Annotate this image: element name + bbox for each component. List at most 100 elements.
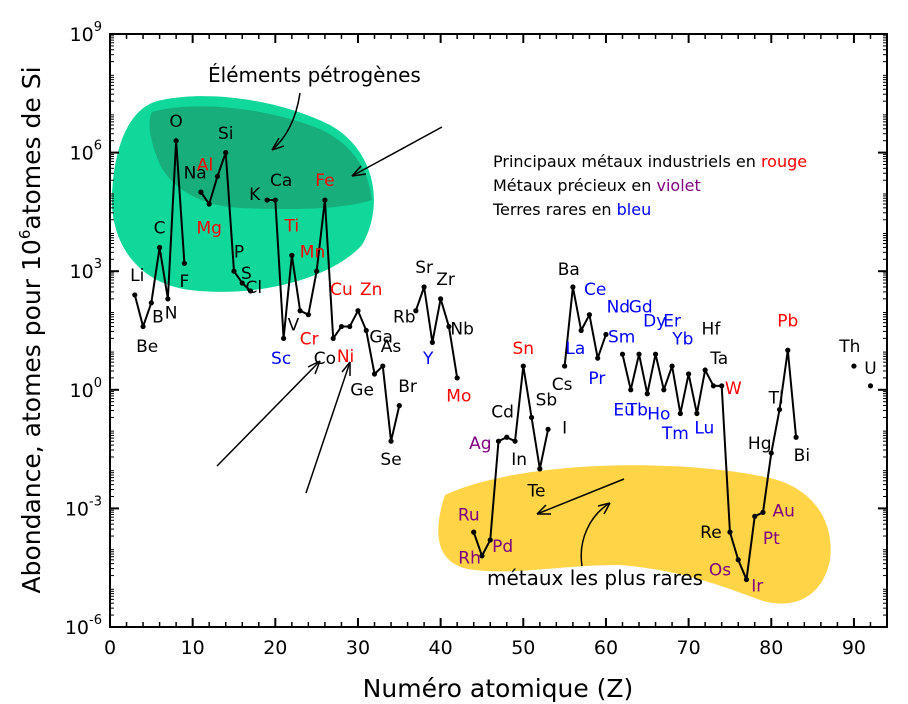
arrow-petrogenic-curve: [271, 92, 301, 151]
rarest-annotation: métaux les plus rares: [487, 566, 703, 590]
point-sc: [280, 335, 287, 342]
y-axis-title-prefix: Abondance, atomes pour 10: [17, 239, 46, 593]
series-line-segment: [621, 349, 798, 581]
point-dy: [652, 351, 659, 357]
point-lu: [694, 410, 700, 417]
y-tick-label: 100: [70, 376, 102, 402]
label-ce: Ce: [584, 280, 606, 300]
axis-ticks: 0 10 20 30 40 50 60 70 80 90 10-6 10-3 100 103 106 109: [65, 20, 887, 659]
label-si: Si: [218, 124, 234, 144]
arrow-pd: [536, 478, 625, 515]
point-os: [735, 557, 741, 563]
arrow-ni-head: [341, 361, 351, 376]
label-yb: Yb: [671, 329, 693, 349]
point-zr: [438, 296, 444, 302]
point-sb: [528, 414, 535, 421]
label-p: P: [234, 242, 244, 262]
legend-industrial-color-word: rouge: [761, 152, 807, 171]
label-sb: Sb: [536, 391, 558, 411]
label-dy: Dy: [643, 312, 666, 332]
y-tick-label: 10-6: [65, 613, 102, 639]
label-th: Th: [838, 337, 860, 357]
x-tick-label: 40: [429, 637, 453, 659]
x-tick-label: 20: [263, 637, 287, 659]
point-s: [239, 280, 245, 286]
x-tick-label: 90: [842, 637, 866, 659]
point-tm: [677, 410, 683, 417]
label-ga: Ga: [369, 327, 393, 347]
x-tick-label: 0: [104, 637, 116, 659]
label-pd: Pd: [492, 537, 513, 557]
label-tl: Tl: [768, 389, 784, 409]
label-ir: Ir: [751, 576, 763, 596]
label-cr: Cr: [300, 329, 319, 349]
point-ho: [661, 387, 667, 393]
point-cl: [247, 288, 254, 294]
petrogenic-annotation: Éléments pétrogènes: [208, 63, 421, 87]
label-br: Br: [398, 377, 417, 397]
point-te: [537, 466, 543, 472]
label-er: Er: [663, 312, 681, 332]
label-ni: Ni: [337, 347, 354, 367]
point-pt: [752, 513, 758, 519]
point-ba: [570, 284, 576, 290]
label-ge: Ge: [350, 381, 374, 401]
label-mn: Mn: [300, 242, 325, 262]
point-pb: [785, 347, 791, 353]
label-n: N: [165, 304, 178, 324]
label-sr: Sr: [415, 258, 433, 278]
point-p: [231, 268, 237, 274]
point-ca: [272, 197, 278, 203]
label-sn: Sn: [513, 339, 535, 359]
point-ti: [289, 252, 295, 258]
point-pd: [487, 537, 493, 543]
label-ti: Ti: [284, 217, 300, 237]
legend-industrial: Principaux métaux industriels en rouge: [493, 152, 807, 171]
arrow-co: [216, 360, 321, 467]
series-line-segment: [414, 286, 459, 379]
point-sn: [520, 363, 526, 369]
x-tick-label: 30: [346, 637, 370, 659]
label-gd: Gd: [629, 298, 653, 318]
arrow-rarest-curve-head: [597, 502, 611, 515]
label-rb: Rb: [393, 308, 416, 328]
point-re: [727, 529, 733, 535]
point-mo: [454, 375, 460, 381]
point-f: [181, 260, 187, 266]
point-yb: [686, 371, 692, 377]
arrow-pd-head: [536, 504, 551, 515]
y-tick-label: 109: [70, 20, 102, 46]
label-pr: Pr: [588, 369, 605, 389]
label-in: In: [511, 450, 527, 470]
point-se: [388, 438, 394, 444]
label-sm: Sm: [608, 327, 635, 347]
label-s: S: [241, 264, 252, 284]
label-au: Au: [772, 501, 794, 521]
point-al: [214, 173, 221, 179]
legend-precious-color-word: violet: [657, 176, 701, 195]
arrow-rarest-curve: [580, 502, 611, 567]
label-mo: Mo: [446, 387, 471, 407]
label-hg: Hg: [748, 434, 772, 454]
label-ba: Ba: [558, 260, 580, 280]
point-cs: [562, 363, 568, 369]
label-y: Y: [422, 349, 434, 369]
label-ag: Ag: [469, 434, 491, 454]
label-pt: Pt: [763, 529, 780, 549]
legend-precious-text: Métaux précieux en: [493, 176, 657, 195]
x-tick-label: 10: [181, 637, 205, 659]
point-ag: [495, 438, 502, 444]
legend-industrial-text: Principaux métaux industriels en: [493, 152, 761, 171]
y-tick-label: 103: [70, 257, 102, 283]
label-os: Os: [709, 561, 731, 581]
label-cd: Cd: [491, 402, 514, 422]
point-co: [330, 335, 336, 342]
point-hg: [768, 450, 774, 456]
x-tick-label: 50: [511, 637, 535, 659]
y-tick-label: 10-3: [65, 494, 102, 520]
label-o: O: [169, 112, 182, 132]
point-mg: [206, 201, 212, 207]
point-la: [578, 327, 584, 334]
arrow-ni: [305, 361, 351, 494]
